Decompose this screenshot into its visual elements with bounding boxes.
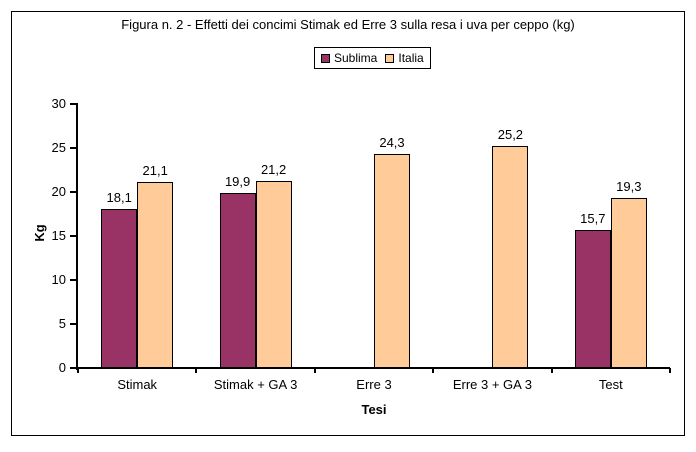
x-axis-tick <box>669 368 671 373</box>
y-axis-tick-label: 0 <box>58 360 66 375</box>
y-axis-tick <box>70 191 76 193</box>
legend-swatch-italia <box>385 53 395 63</box>
bar-italia-1 <box>137 182 174 368</box>
bar-sublima-2 <box>219 192 256 368</box>
y-axis-tick <box>70 323 76 325</box>
bar-italia-2 <box>255 181 292 368</box>
category-label-2: Stimak + GA 3 <box>213 377 298 392</box>
bar-value-label: 19,9 <box>224 173 251 189</box>
category-label-1: Stimak <box>117 377 158 392</box>
bar-italia-4 <box>492 146 529 368</box>
y-axis-tick-label: 5 <box>58 316 66 331</box>
y-axis-tick <box>70 235 76 237</box>
legend: Sublima Italia <box>314 47 431 69</box>
bar-value-label: 21,2 <box>260 162 287 178</box>
legend-item-italia: Italia <box>385 51 424 65</box>
bar-value-label: 21,1 <box>142 163 168 179</box>
y-axis-tick <box>70 147 76 149</box>
y-axis-tick <box>70 103 76 105</box>
x-axis-tick <box>432 368 435 373</box>
y-axis-tick-label: 10 <box>51 272 66 287</box>
bar-value-label: 15,7 <box>580 210 606 226</box>
x-axis-tick <box>550 368 553 373</box>
y-axis-tick <box>70 279 76 281</box>
x-axis-tick <box>195 368 198 373</box>
legend-item-sublima: Sublima <box>321 52 377 64</box>
legend-label-italia: Italia <box>398 51 424 65</box>
y-axis-line <box>76 103 78 370</box>
legend-swatch-sublima <box>321 53 330 63</box>
y-axis-tick-label: 20 <box>51 184 66 199</box>
bar-value-label: 24,3 <box>379 135 405 151</box>
category-label-5: Test <box>598 377 623 392</box>
chart-title: Figura n. 2 - Effetti dei concimi Stimak… <box>121 17 575 32</box>
y-axis-tick <box>70 367 76 369</box>
bar-italia-3 <box>374 154 410 368</box>
x-axis-tick <box>77 368 79 373</box>
bar-sublima-1 <box>101 208 138 368</box>
legend-label-sublima: Sublima <box>334 51 378 65</box>
bar-italia-5 <box>610 198 647 368</box>
bar-value-label: 19,3 <box>616 179 642 195</box>
bar-value-label: 25,2 <box>497 127 524 143</box>
x-axis-title: Tesi <box>361 402 387 417</box>
y-axis-tick-label: 30 <box>51 96 66 111</box>
y-axis-tick-label: 15 <box>51 228 66 243</box>
y-axis-tick-label: 25 <box>51 140 66 155</box>
category-label-4: Erre 3 + GA 3 <box>452 377 532 392</box>
bar-sublima-5 <box>574 229 611 368</box>
category-label-3: Erre 3 <box>356 377 392 392</box>
bar-value-label: 18,1 <box>106 189 132 205</box>
x-axis-line <box>76 367 670 369</box>
x-axis-tick <box>313 368 316 373</box>
